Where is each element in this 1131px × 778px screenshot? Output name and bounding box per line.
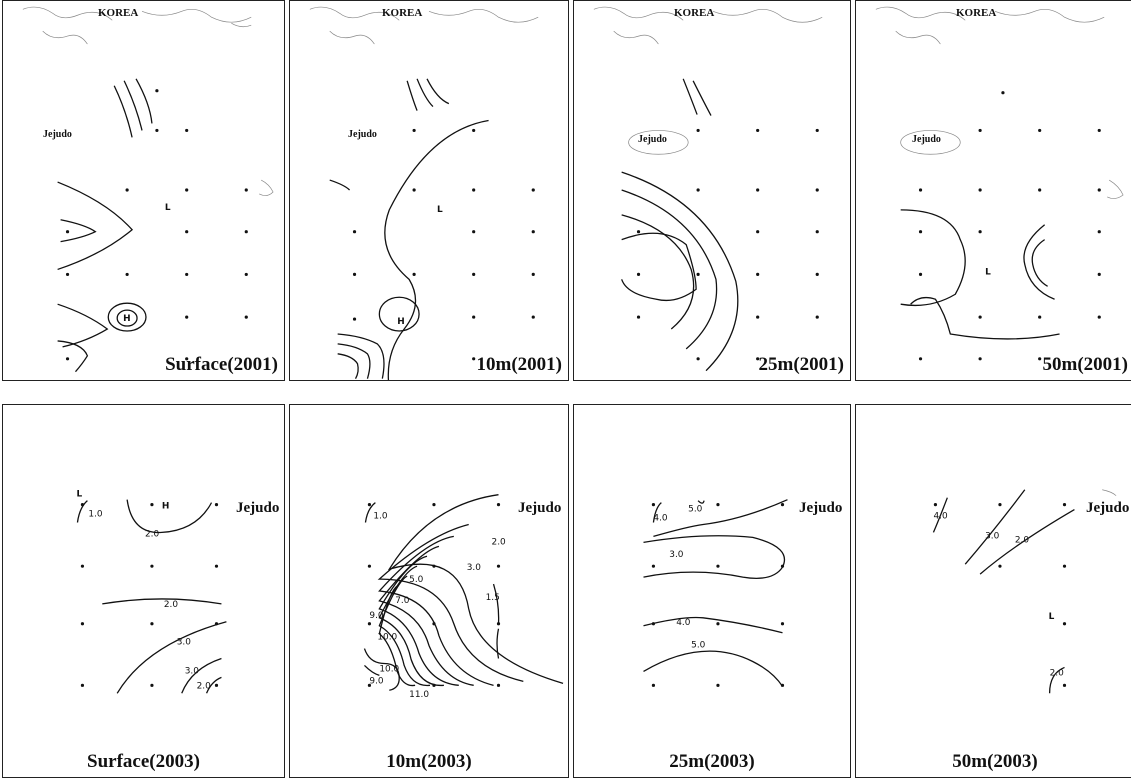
coastline xyxy=(875,6,1124,199)
panel-title: Surface(2001) xyxy=(165,354,278,375)
contour-map: L H xyxy=(309,6,539,380)
jejudo-label: Jejudo xyxy=(43,129,72,140)
contour-label: 3.0 xyxy=(467,563,482,573)
stations xyxy=(80,503,219,687)
jejudo-label: Jejudo xyxy=(348,129,377,140)
panel-title: 50m(2001) xyxy=(1042,354,1128,375)
high-mark: H xyxy=(123,314,130,324)
contour-label: 2.0 xyxy=(164,600,179,610)
low-mark: L xyxy=(76,490,82,500)
panel-title: 25m(2003) xyxy=(669,751,755,772)
contour-map: L H xyxy=(22,6,274,373)
jejudo-label: Jejudo xyxy=(638,134,667,145)
contour-label: 3.0 xyxy=(669,550,684,560)
low-mark: L xyxy=(165,203,171,213)
jejudo-label: Jejudo xyxy=(236,500,280,516)
panel-title: Surface(2003) xyxy=(87,751,200,772)
contour-map xyxy=(593,6,823,372)
low-mark: L xyxy=(1049,612,1055,622)
jejudo-label: Jejudo xyxy=(1086,500,1130,516)
contour-label: 4.0 xyxy=(933,512,948,522)
contours xyxy=(900,209,1060,340)
contour-label: 2.0 xyxy=(197,681,212,691)
contour-map: L 4.0 3.0 2.0 2.0 xyxy=(932,489,1117,694)
korea-label: KOREA xyxy=(956,7,997,19)
contour-label: 1.5 xyxy=(486,593,500,603)
contours xyxy=(621,78,739,372)
contour-label: 4.0 xyxy=(653,514,668,524)
contour-label: 3.0 xyxy=(985,531,1000,541)
contour-label: 5.0 xyxy=(691,641,706,651)
contour-label: 10.0 xyxy=(377,633,397,643)
contour-label: 9.0 xyxy=(369,676,384,686)
korea-label: KOREA xyxy=(382,7,423,19)
panel-surface-2001: L H KOREA Jejudo Surface(2001) xyxy=(2,0,285,381)
contour-map: L H 1.0 2.0 2.0 3.0 3.0 2.0 xyxy=(76,490,227,694)
stations xyxy=(918,91,1101,361)
high-mark: H xyxy=(397,317,404,327)
contour-label: 3.0 xyxy=(177,638,192,648)
panel-title: 10m(2001) xyxy=(476,354,562,375)
stations xyxy=(352,128,535,361)
panel-50m-2001: L KOREA Jejudo 50m(2001) xyxy=(855,0,1131,381)
high-mark: H xyxy=(162,502,169,512)
low-mark: L xyxy=(985,267,991,277)
contour-map: L xyxy=(875,6,1124,361)
contour-label: 9.0 xyxy=(369,611,384,621)
contour-label: 7.0 xyxy=(395,596,410,606)
panel-25m-2001: KOREA Jejudo 25m(2001) xyxy=(573,0,851,381)
contours xyxy=(76,499,227,694)
coastline xyxy=(309,6,539,45)
jejudo-label: Jejudo xyxy=(912,134,941,145)
contour-label: 2.0 xyxy=(145,529,160,539)
panel-25m-2003: 4.0 5.0 3.0 4.0 5.0 Jejudo 25m(2003) xyxy=(573,404,851,778)
contours xyxy=(932,489,1075,694)
panel-title: 50m(2003) xyxy=(952,751,1038,772)
contour-map: 4.0 5.0 3.0 4.0 5.0 xyxy=(643,499,788,687)
contour-label: 5.0 xyxy=(688,505,703,515)
panel-10m-2003: 1.0 2.0 3.0 5.0 7.0 9.0 10.0 10.0 9.0 11… xyxy=(289,404,569,778)
contour-map: 1.0 2.0 3.0 5.0 7.0 9.0 10.0 10.0 9.0 11… xyxy=(363,494,564,700)
stations xyxy=(933,503,1067,687)
panel-title: 25m(2001) xyxy=(758,354,844,375)
contour-label: 2.0 xyxy=(1050,668,1065,678)
contour-label: 10.0 xyxy=(379,664,399,674)
contour-label: 11.0 xyxy=(409,690,429,700)
jejudo-label: Jejudo xyxy=(518,500,562,516)
korea-label: KOREA xyxy=(674,7,715,19)
contour-label: 2.0 xyxy=(492,537,507,547)
stations xyxy=(367,503,501,687)
contours xyxy=(643,499,788,687)
contours xyxy=(329,78,489,380)
contour-label: 4.0 xyxy=(676,618,691,628)
stations xyxy=(65,89,248,361)
jejudo-label: Jejudo xyxy=(799,500,843,516)
coastline xyxy=(22,6,274,196)
coastline xyxy=(593,6,823,155)
panel-50m-2003: L 4.0 3.0 2.0 2.0 Jejudo 50m(2003) xyxy=(855,404,1131,778)
coastline xyxy=(1102,489,1117,496)
contours xyxy=(363,494,564,691)
stations xyxy=(636,128,819,361)
contour-label: 1.0 xyxy=(88,510,103,520)
stations xyxy=(651,503,785,687)
contour-label: 5.0 xyxy=(409,575,424,585)
korea-label: KOREA xyxy=(98,7,139,19)
contour-label: 3.0 xyxy=(185,666,200,676)
contours xyxy=(57,78,153,373)
panel-title: 10m(2003) xyxy=(386,751,472,772)
contour-label: 2.0 xyxy=(1015,535,1030,545)
low-mark: L xyxy=(437,205,443,215)
panel-surface-2003: L H 1.0 2.0 2.0 3.0 3.0 2.0 Jejudo Surfa… xyxy=(2,404,285,778)
contour-label: 1.0 xyxy=(373,512,388,522)
panel-10m-2001: L H KOREA Jejudo 10m(2001) xyxy=(289,0,569,381)
